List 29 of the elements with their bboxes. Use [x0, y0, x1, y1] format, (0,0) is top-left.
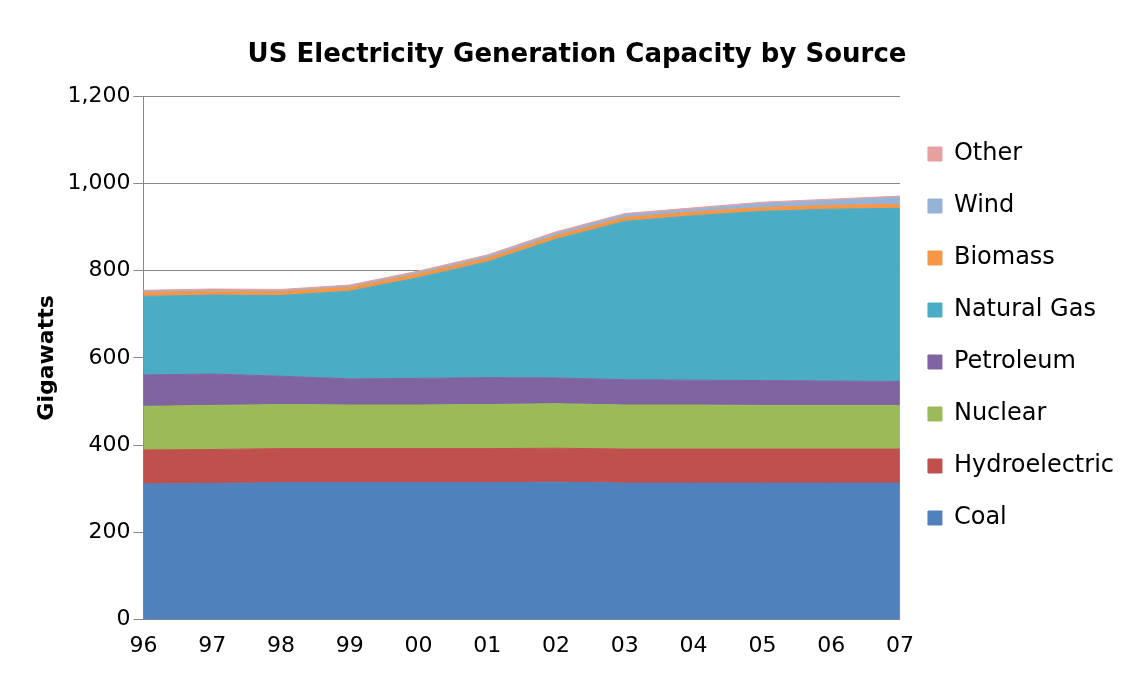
x-tick-label: 99: [335, 631, 364, 657]
y-tick-label: 800: [88, 256, 131, 282]
y-tick-label: 600: [88, 343, 131, 369]
legend-label: Nuclear: [953, 398, 1047, 427]
x-tick-label: 97: [198, 631, 227, 657]
x-tick-label: 05: [748, 631, 777, 657]
chart-title: US Electricity Generation Capacity by Source: [247, 38, 907, 69]
x-tick-label: 02: [542, 631, 571, 657]
legend-label: Other: [953, 138, 1023, 167]
y-tick-label: 0: [116, 605, 131, 631]
y-tick-label: 1,200: [67, 81, 131, 107]
x-tick-label: 07: [885, 631, 914, 657]
x-tick-label: 96: [129, 631, 158, 657]
x-tick-label: 98: [266, 631, 295, 657]
y-tick-label: 400: [88, 430, 131, 456]
x-tick-label: 06: [817, 631, 846, 657]
x-tick-label: 03: [610, 631, 639, 657]
legend-label: Petroleum: [953, 346, 1076, 375]
y-tick-label: 1,000: [67, 169, 131, 195]
x-tick-label: 00: [404, 631, 433, 657]
legend-label: Hydroelectric: [953, 450, 1114, 479]
legend-label: Biomass: [953, 242, 1055, 271]
y-axis-title: Gigawatts: [32, 295, 58, 421]
x-tick-label: 01: [473, 631, 502, 657]
legend-label: Coal: [953, 502, 1007, 531]
x-tick-label: 04: [679, 631, 708, 657]
legend-label: Wind: [953, 190, 1015, 219]
y-tick-label: 200: [88, 518, 131, 544]
legend-label: Natural Gas: [953, 294, 1096, 323]
